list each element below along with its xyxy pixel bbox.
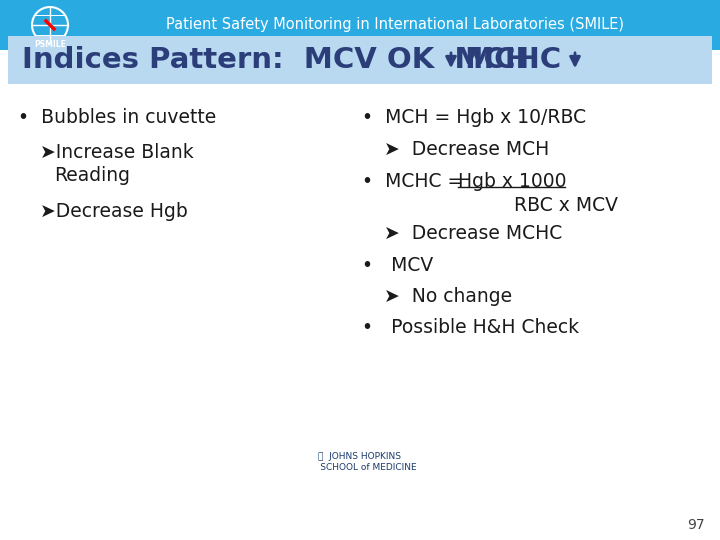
FancyBboxPatch shape	[0, 0, 720, 50]
Text: •  MCHC =: • MCHC =	[362, 172, 469, 191]
Text: Indices Pattern:  MCV OK  MCH: Indices Pattern: MCV OK MCH	[22, 46, 529, 74]
Text: Hgb x 1000: Hgb x 1000	[458, 172, 567, 191]
Text: ➤  Decrease MCHC: ➤ Decrease MCHC	[384, 224, 562, 243]
FancyBboxPatch shape	[0, 84, 720, 540]
Text: ➤  No change: ➤ No change	[384, 287, 512, 306]
Text: PSMILE: PSMILE	[34, 40, 66, 49]
Text: Reading: Reading	[54, 166, 130, 185]
Text: •  Bubbles in cuvette: • Bubbles in cuvette	[18, 108, 216, 127]
Text: ⓙ  JOHNS HOPKINS
      SCHOOL of MEDICINE: ⓙ JOHNS HOPKINS SCHOOL of MEDICINE	[303, 453, 417, 472]
Text: RBC x MCV: RBC x MCV	[514, 196, 618, 215]
FancyBboxPatch shape	[8, 36, 712, 84]
Text: 97: 97	[688, 518, 705, 532]
Text: •  MCH = Hgb x 10/RBC: • MCH = Hgb x 10/RBC	[362, 108, 586, 127]
Text: MCHC: MCHC	[455, 46, 561, 74]
Text: •   MCV: • MCV	[362, 256, 433, 275]
Text: ➤  Decrease MCH: ➤ Decrease MCH	[384, 140, 549, 159]
Text: ➤Increase Blank: ➤Increase Blank	[40, 143, 194, 162]
Text: ➤Decrease Hgb: ➤Decrease Hgb	[40, 202, 188, 221]
Text: Patient Safety Monitoring in International Laboratories (SMILE): Patient Safety Monitoring in Internation…	[166, 17, 624, 32]
Text: •   Possible H&H Check: • Possible H&H Check	[362, 318, 579, 337]
